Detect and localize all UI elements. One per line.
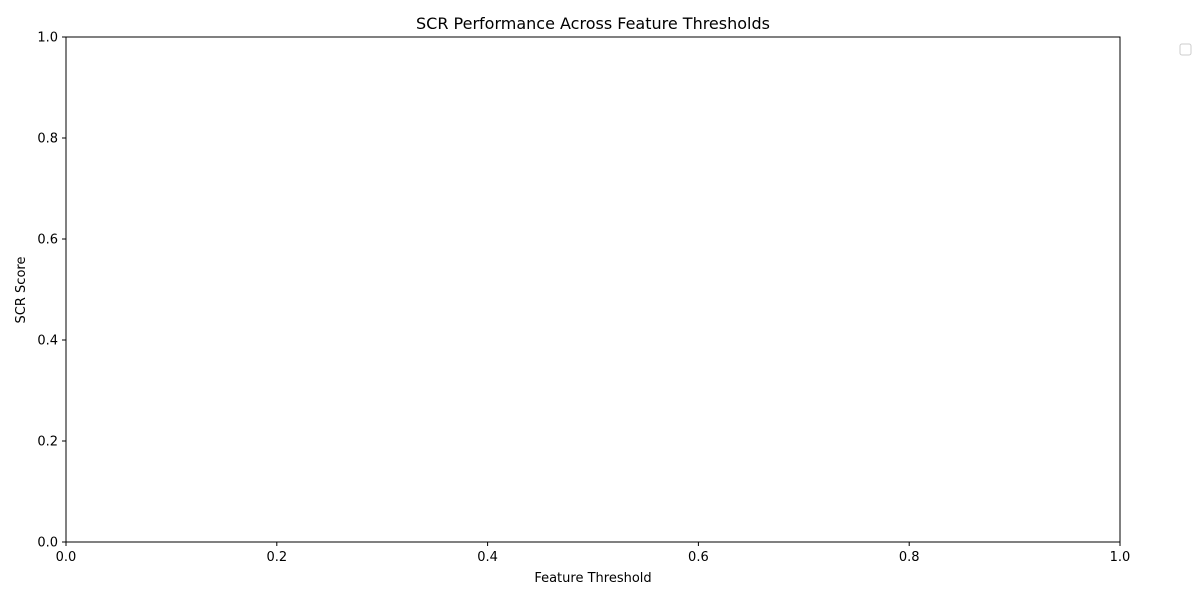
y-tick-label: 0.0	[37, 536, 58, 551]
x-tick-label: 0.8	[899, 550, 920, 565]
x-tick-label: 0.4	[477, 550, 498, 565]
x-tick-label: 0.2	[266, 550, 287, 565]
y-tick-label: 0.2	[37, 435, 58, 450]
y-tick-label: 0.4	[37, 334, 58, 349]
y-tick-label: 0.8	[37, 132, 58, 147]
x-tick-label: 1.0	[1110, 550, 1131, 565]
x-axis-label: Feature Threshold	[534, 571, 651, 586]
x-tick-label: 0.6	[688, 550, 709, 565]
y-tick-label: 0.6	[37, 233, 58, 248]
plot-area	[65, 36, 1121, 543]
legend-box	[1179, 43, 1192, 56]
x-tick-label: 0.0	[56, 550, 77, 565]
y-axis-label: SCR Score	[14, 257, 29, 324]
y-axis-ticks: 0.0 0.2 0.4 0.6 0.8 1.0	[37, 31, 66, 551]
x-axis-ticks: 0.0 0.2 0.4 0.6 0.8 1.0	[56, 542, 1131, 565]
chart-title: SCR Performance Across Feature Threshold…	[416, 14, 770, 33]
y-tick-label: 1.0	[37, 31, 58, 46]
